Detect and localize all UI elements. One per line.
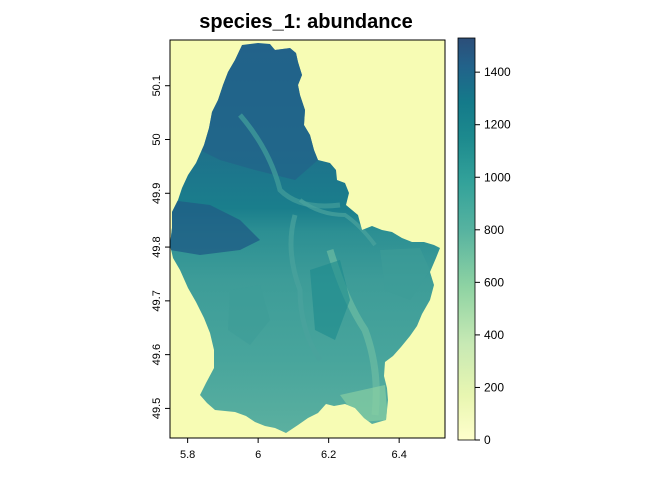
y-tick-label: 50 xyxy=(151,133,163,145)
y-axis: 49.5 49.6 49.7 49.8 49.9 50 50.1 xyxy=(151,75,170,419)
colorbar-ticks: 0 200 400 600 800 1000 1200 1400 xyxy=(475,65,511,447)
x-tick-label: 6 xyxy=(255,449,261,461)
y-tick-label: 50.1 xyxy=(151,75,163,96)
map-panel xyxy=(169,39,446,439)
y-tick-label: 49.5 xyxy=(151,398,163,419)
colorbar: 0 200 400 600 800 1000 1200 1400 xyxy=(457,37,511,447)
y-tick-label: 49.9 xyxy=(151,183,163,204)
y-tick-label: 49.7 xyxy=(151,290,163,311)
x-tick-label: 5.8 xyxy=(180,449,195,461)
map-frame xyxy=(169,39,446,439)
x-tick-label: 6.4 xyxy=(392,449,407,461)
colorbar-tick-label: 1400 xyxy=(484,65,511,79)
colorbar-tick-label: 800 xyxy=(484,223,504,237)
x-axis: 5.8 6 6.2 6.4 xyxy=(180,438,407,461)
x-tick-label: 6.2 xyxy=(321,449,336,461)
colorbar-tick-label: 1200 xyxy=(484,118,511,132)
y-tick-label: 49.6 xyxy=(151,344,163,365)
colorbar-tick-label: 400 xyxy=(484,328,504,342)
map-title: species_1: abundance xyxy=(199,11,412,33)
y-tick-label: 49.8 xyxy=(151,236,163,257)
colorbar-tick-label: 600 xyxy=(484,275,504,289)
colorbar-tick-label: 200 xyxy=(484,380,504,394)
colorbar-gradient xyxy=(457,37,476,441)
colorbar-tick-label: 1000 xyxy=(484,170,511,184)
colorbar-tick-label: 0 xyxy=(484,433,491,447)
